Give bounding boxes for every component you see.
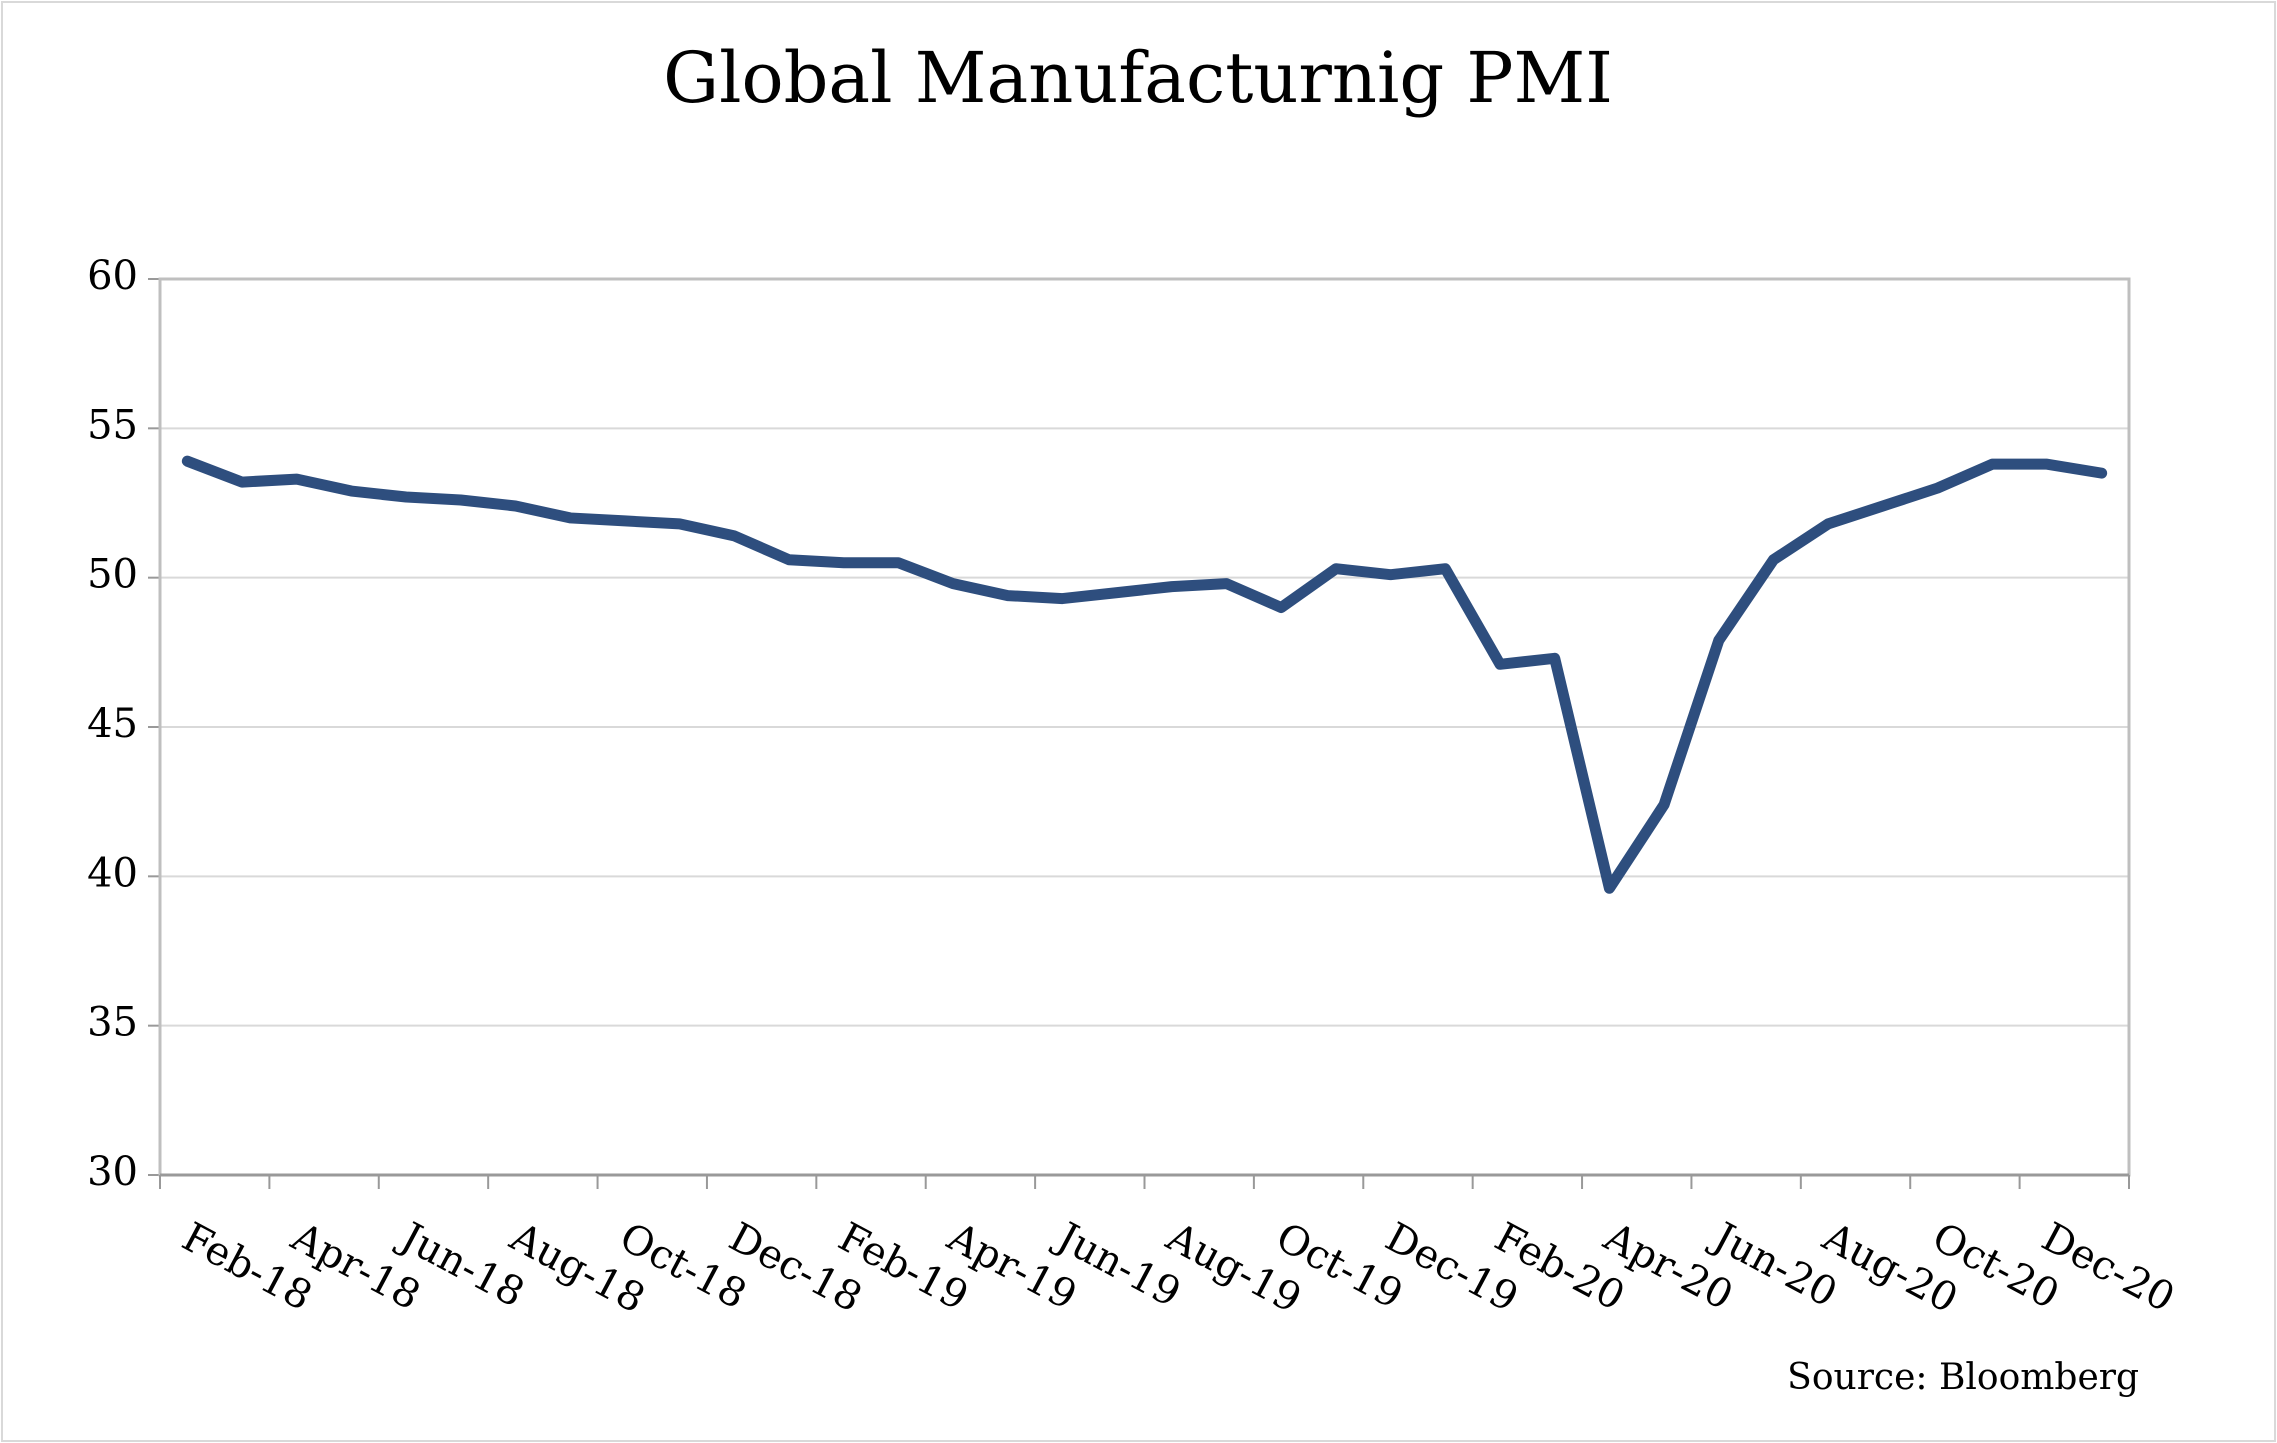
y-tick-label: 50 — [87, 552, 138, 598]
y-tick-label: 55 — [87, 402, 138, 448]
source-note: Source: Bloomberg — [1787, 1357, 2139, 1398]
y-tick-label: 35 — [87, 1000, 138, 1046]
y-tick-label: 45 — [87, 701, 138, 747]
y-tick-label: 40 — [87, 850, 138, 896]
chart-title: Global Manufacturnig PMI — [663, 37, 1613, 119]
y-tick-label: 60 — [87, 253, 138, 299]
data-line — [181, 455, 2108, 894]
y-tick-label: 30 — [87, 1149, 138, 1195]
